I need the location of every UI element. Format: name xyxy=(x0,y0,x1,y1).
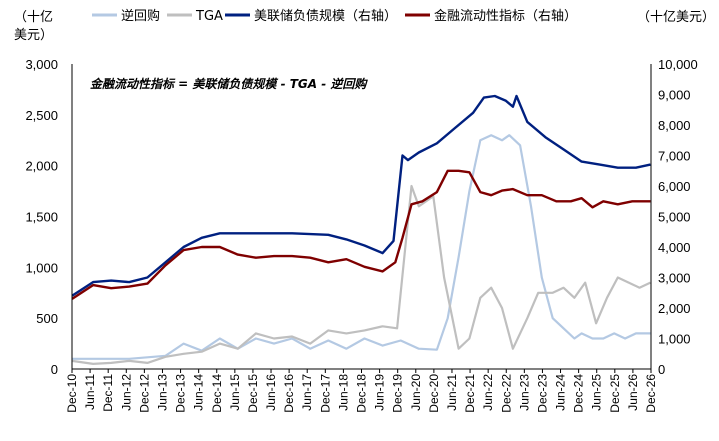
right-tick-label: 0 xyxy=(658,362,665,377)
x-tick-label: Dec-19 xyxy=(391,374,405,413)
left-tick-label: 2,000 xyxy=(25,159,58,174)
x-tick-label: Dec-24 xyxy=(572,374,586,413)
right-tick-label: 4,000 xyxy=(658,240,691,255)
liquidity-index-line xyxy=(71,169,651,300)
tga-series-line xyxy=(71,184,651,365)
legend-label: 美联储负债规模（右轴） xyxy=(254,9,397,24)
left-tick-label: 1,500 xyxy=(25,210,58,225)
right-tick-label: 1,000 xyxy=(658,332,691,347)
x-tick-label: Dec-26 xyxy=(644,374,658,413)
formula-annotation: 金融流动性指标 = 美联储负债规模 - TGA - 逆回购 xyxy=(90,77,368,91)
rrp-series-line xyxy=(72,134,651,360)
left-tick-label: 0 xyxy=(51,362,58,377)
legend-label: TGA xyxy=(195,9,223,24)
legend-label: 逆回购 xyxy=(121,8,160,24)
right-tick-label: 6,000 xyxy=(658,179,691,194)
x-tick-label: Dec-16 xyxy=(282,374,296,413)
right-tick-label: 2,000 xyxy=(658,301,691,316)
right-axis: 0 1,000 2,000 3,000 4,000 5,000 6,000 7,000 8,00… xyxy=(658,57,698,377)
x-tick-label: Dec-12 xyxy=(137,374,151,413)
x-tick-label: Dec-13 xyxy=(174,374,188,413)
x-tick-label: Jun-20 xyxy=(409,374,423,411)
x-tick-label: Jun-17 xyxy=(300,374,314,411)
legend: 逆回购 TGA 美联储负债规模（右轴） 金融流动性指标（右轴） xyxy=(92,8,577,24)
x-tick-label: Jun-19 xyxy=(373,374,387,411)
x-tick-label: Dec-25 xyxy=(608,374,622,413)
x-tick-label: Jun-14 xyxy=(192,374,206,411)
x-tick-label: Dec-15 xyxy=(246,374,260,413)
right-tick-label: 10,000 xyxy=(658,57,698,72)
left-tick-label: 500 xyxy=(36,311,58,326)
x-tick-label: Jun-25 xyxy=(590,374,604,411)
left-tick-label: 2,500 xyxy=(25,108,58,123)
x-tick-label: Jun-11 xyxy=(83,374,97,410)
x-tick-label: Jun-22 xyxy=(481,374,495,411)
x-tick-label: Dec-10 xyxy=(65,374,79,413)
x-tick-label: Jun-13 xyxy=(155,374,169,411)
left-axis-unit-line-2: 美元） xyxy=(14,28,53,43)
x-tick-label: Dec-14 xyxy=(210,374,224,413)
left-axis: 0 500 1,000 1,500 2,000 2,500 3,000 xyxy=(25,57,58,377)
right-tick-label: 3,000 xyxy=(658,271,691,286)
x-tick-label: Dec-11 xyxy=(101,374,115,412)
right-tick-label: 8,000 xyxy=(658,118,691,133)
x-tick-label: Dec-23 xyxy=(535,374,549,413)
fed-balance-sheet-line xyxy=(71,94,651,297)
right-axis-unit-label: （十亿美元） xyxy=(637,10,715,25)
right-tick-label: 5,000 xyxy=(658,210,691,225)
left-axis-unit-label: （十亿 美元） xyxy=(14,10,53,43)
x-tick-label: Jun-21 xyxy=(445,374,459,411)
x-tick-label: Jun-24 xyxy=(554,374,568,411)
legend-label: 金融流动性指标（右轴） xyxy=(434,8,577,24)
x-tick-label: Dec-20 xyxy=(427,374,441,413)
x-tick-label: Dec-22 xyxy=(499,374,513,413)
x-tick-label: Jun-18 xyxy=(336,374,350,411)
x-tick-label: Jun-16 xyxy=(264,374,278,411)
x-tick-label: Jun-15 xyxy=(228,374,242,411)
x-tick-label: Dec-17 xyxy=(318,374,332,413)
x-axis: Dec-10 Jun-11 Dec-11 Jun-12 Dec-12 Jun-13 Dec-… xyxy=(65,369,658,413)
left-tick-label: 3,000 xyxy=(25,57,58,72)
x-tick-label: Jun-26 xyxy=(626,374,640,411)
x-tick-label: Jun-12 xyxy=(119,374,133,411)
plot-area xyxy=(71,64,652,370)
left-tick-label: 1,000 xyxy=(25,260,58,275)
x-tick-label: Jun-23 xyxy=(517,374,531,411)
right-tick-label: 7,000 xyxy=(658,149,691,164)
right-tick-label: 9,000 xyxy=(658,88,691,103)
left-axis-unit-line-1: （十亿 xyxy=(14,10,53,25)
x-tick-label: Dec-18 xyxy=(355,374,369,413)
x-tick-label: Dec-21 xyxy=(463,374,477,413)
